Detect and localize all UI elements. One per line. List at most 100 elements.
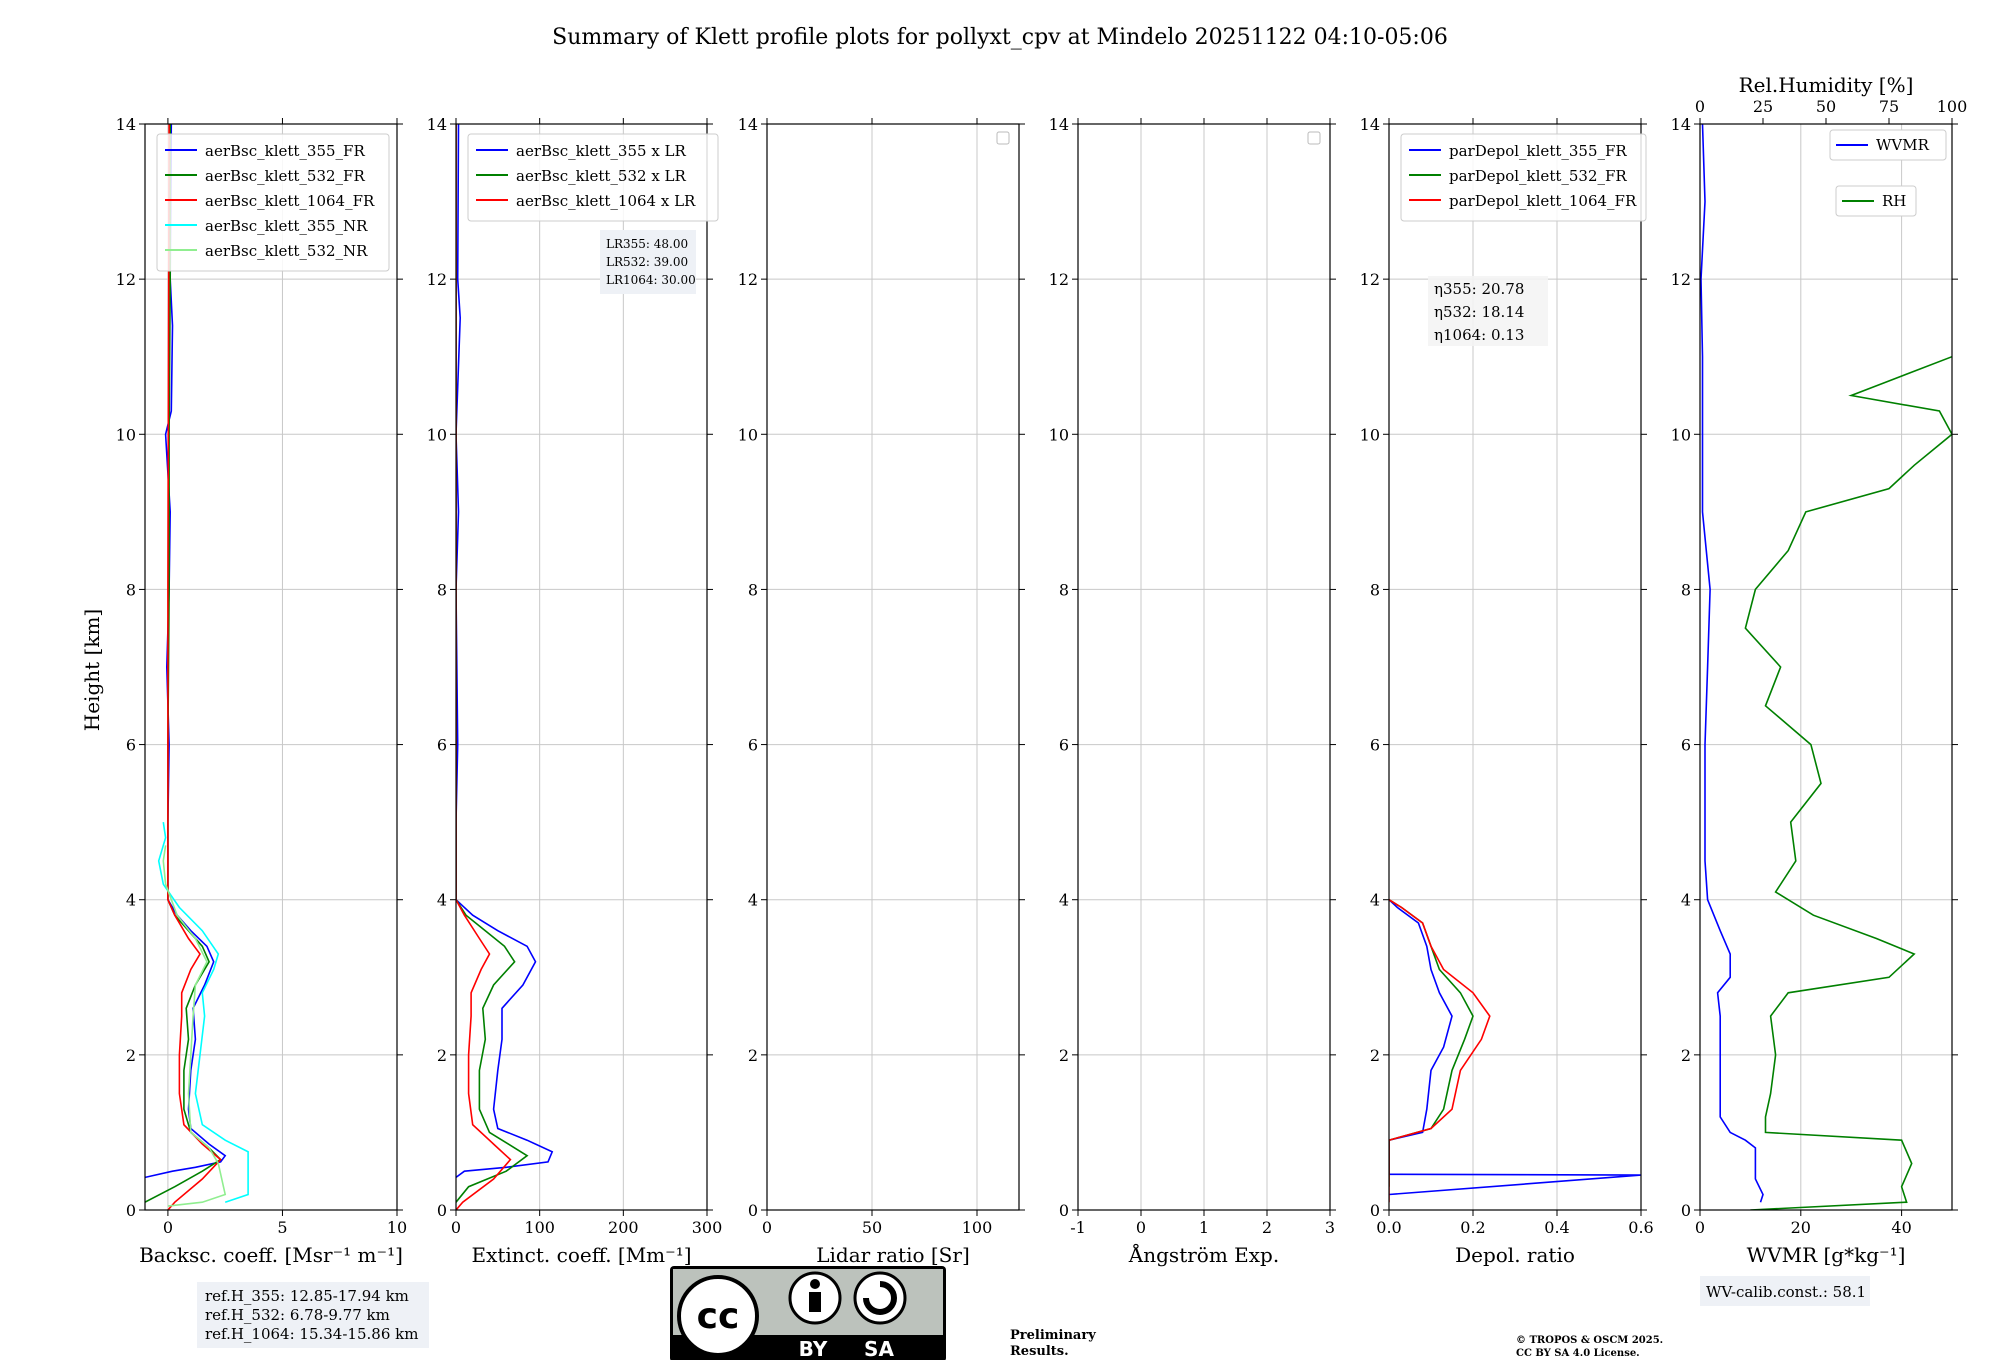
y-tick-label: 8 — [1059, 580, 1069, 599]
x-tick-label: 0.0 — [1376, 1218, 1401, 1237]
legend-entry: aerBsc_klett_355_FR — [205, 142, 365, 160]
y-tick-label: 14 — [1671, 115, 1691, 134]
eta-line: η355: 20.78 — [1434, 280, 1524, 298]
y-tick-label: 12 — [1360, 270, 1380, 289]
y-tick-label: 14 — [427, 115, 447, 134]
axes-frame — [1388, 123, 1642, 1211]
axes-frame — [1699, 123, 1953, 1211]
x-tick-label: 200 — [608, 1218, 639, 1237]
y-tick-label: 4 — [1370, 891, 1380, 910]
y-tick-label: 12 — [738, 270, 758, 289]
y-tick-label: 2 — [126, 1046, 136, 1065]
panel-wv: 0 20 40 0 2 4 6 8 10 12 14 WVMR [g*kg⁻¹] 0 25 50 75 100 R… — [1671, 73, 1968, 1306]
x-tick-label: 0 — [451, 1218, 461, 1237]
legend-entry: parDepol_klett_355_FR — [1449, 142, 1627, 160]
panel-lr: 0 50 100 0 2 4 6 8 10 12 14 Lidar ratio [Sr] — [738, 115, 1025, 1267]
x-tick-label: 0.2 — [1460, 1218, 1485, 1237]
y-tick-label: 0 — [126, 1201, 136, 1220]
x-tick-label: 5 — [277, 1218, 287, 1237]
legend-entry: RH — [1882, 192, 1906, 210]
ref-height-355: ref.H_355: 12.85-17.94 km — [205, 1287, 409, 1305]
y-tick-label: 8 — [748, 580, 758, 599]
legend: aerBsc_klett_355 x LR aerBsc_klett_532 x … — [467, 133, 719, 222]
ref-height-line: ref.H_532: 6.78-9.77 km — [205, 1306, 390, 1324]
eta-line: η532: 18.14 — [1434, 303, 1524, 321]
x-tick-label: 2 — [1262, 1218, 1272, 1237]
y-tick-label: 12 — [427, 270, 447, 289]
x-tick-label: 0.6 — [1628, 1218, 1653, 1237]
eta-line: η1064: 0.13 — [1434, 326, 1524, 344]
y-tick-label: 12 — [1049, 270, 1069, 289]
y-tick-label: 2 — [748, 1046, 758, 1065]
series-line-aerBsc_klett_355_FR — [145, 124, 227, 1179]
preliminary-line-1: Preliminary — [1010, 1328, 1096, 1343]
x-axis-label: Backsc. coeff. [Msr⁻¹ m⁻¹] — [139, 1243, 403, 1267]
x-tick-label: 10 — [387, 1218, 407, 1237]
y-tick-label: 10 — [427, 425, 447, 444]
series-line-aerBsc_klett_1064_FR — [167, 124, 222, 1210]
y-tick-label: 4 — [437, 891, 447, 910]
axes-frame — [455, 123, 708, 1211]
top-axis-label: Rel.Humidity [%] — [1739, 73, 1914, 97]
x-axis-label: Extinct. coeff. [Mm⁻¹] — [471, 1243, 691, 1267]
cc-license-badge: cc BY SA — [670, 1266, 946, 1360]
footer: ref.H_355: 12.85-17.94 km cc BY SA Preli… — [205, 1266, 1663, 1360]
y-tick-label: 8 — [437, 580, 447, 599]
legend-entry: parDepol_klett_532_FR — [1449, 167, 1627, 185]
x-tick-label: 0 — [1136, 1218, 1146, 1237]
cc-logo-text: cc — [697, 1296, 740, 1337]
badge-by: BY — [799, 1337, 828, 1360]
y-tick-label: 12 — [1671, 270, 1691, 289]
cc-logo-icon — [677, 1275, 759, 1357]
y-tick-label: 2 — [1681, 1046, 1691, 1065]
y-tick-label: 14 — [116, 115, 136, 134]
top-tick-label: 0 — [1695, 97, 1705, 116]
legend-entry: aerBsc_klett_532_NR — [205, 242, 368, 260]
empty-legend — [1307, 131, 1321, 145]
x-tick-label: 0 — [163, 1218, 173, 1237]
legend-entry: aerBsc_klett_355 x LR — [516, 142, 687, 160]
y-tick-label: 0 — [1370, 1201, 1380, 1220]
top-tick-label: 100 — [1937, 97, 1968, 116]
x-tick-label: 0.4 — [1544, 1218, 1569, 1237]
y-tick-label: 14 — [1360, 115, 1380, 134]
legend-entry: aerBsc_klett_1064 x LR — [516, 192, 696, 210]
copyright-line-2: CC BY SA 4.0 License. — [1516, 1348, 1640, 1359]
y-tick-label: 10 — [1049, 425, 1069, 444]
x-tick-label: 20 — [1791, 1218, 1811, 1237]
panel-dep: 0.0 0.2 0.4 0.6 0 2 4 6 8 10 12 14 Depol. ratio parDe… — [1360, 115, 1654, 1267]
legend: parDepol_klett_355_FR parDepol_klett_532_… — [1400, 133, 1647, 222]
legend-entry: aerBsc_klett_355_NR — [205, 217, 368, 235]
lidar-ratio-line: LR355: 48.00 — [606, 237, 688, 251]
y-tick-label: 14 — [738, 115, 758, 134]
wv-calib-box: WV-calib.const.: 58.1 — [1700, 1276, 1870, 1306]
series-line-parDepol_klett_355_FR — [1389, 899, 1641, 1196]
series-line-aerBsc_klett_532_FR — [145, 124, 222, 1203]
series-line-RH — [1744, 355, 1952, 1210]
badge-sa: SA — [864, 1337, 894, 1360]
copyright-line-1: © TROPOS & OSCM 2025. — [1516, 1335, 1663, 1346]
y-tick-label: 6 — [1059, 736, 1069, 755]
person-icon — [810, 1279, 820, 1289]
y-tick-label: 6 — [126, 736, 136, 755]
y-tick-label: 4 — [748, 891, 758, 910]
y-tick-label: 4 — [1059, 891, 1069, 910]
ref-height-line: ref.H_1064: 15.34-15.86 km — [205, 1325, 418, 1343]
y-tick-label: 10 — [1360, 425, 1380, 444]
y-tick-label: 6 — [1370, 736, 1380, 755]
series-line-parDepol_klett_532_FR — [1389, 899, 1474, 1187]
x-tick-label: 0 — [1695, 1218, 1705, 1237]
lidar-ratio-line: LR532: 39.00 — [606, 255, 688, 269]
top-tick-label: 25 — [1753, 97, 1773, 116]
y-tick-label: 6 — [1681, 736, 1691, 755]
eta-box: η355: 20.78 η532: 18.14 η1064: 0.13 — [1428, 276, 1548, 346]
y-tick-label: 2 — [1370, 1046, 1380, 1065]
y-tick-label: 0 — [1059, 1201, 1069, 1220]
axes-frame — [144, 123, 398, 1211]
x-axis-label: Lidar ratio [Sr] — [816, 1243, 970, 1267]
series-line-parDepol_klett_1064_FR — [1389, 899, 1491, 1203]
preliminary-line-2: Results. — [1010, 1344, 1069, 1359]
